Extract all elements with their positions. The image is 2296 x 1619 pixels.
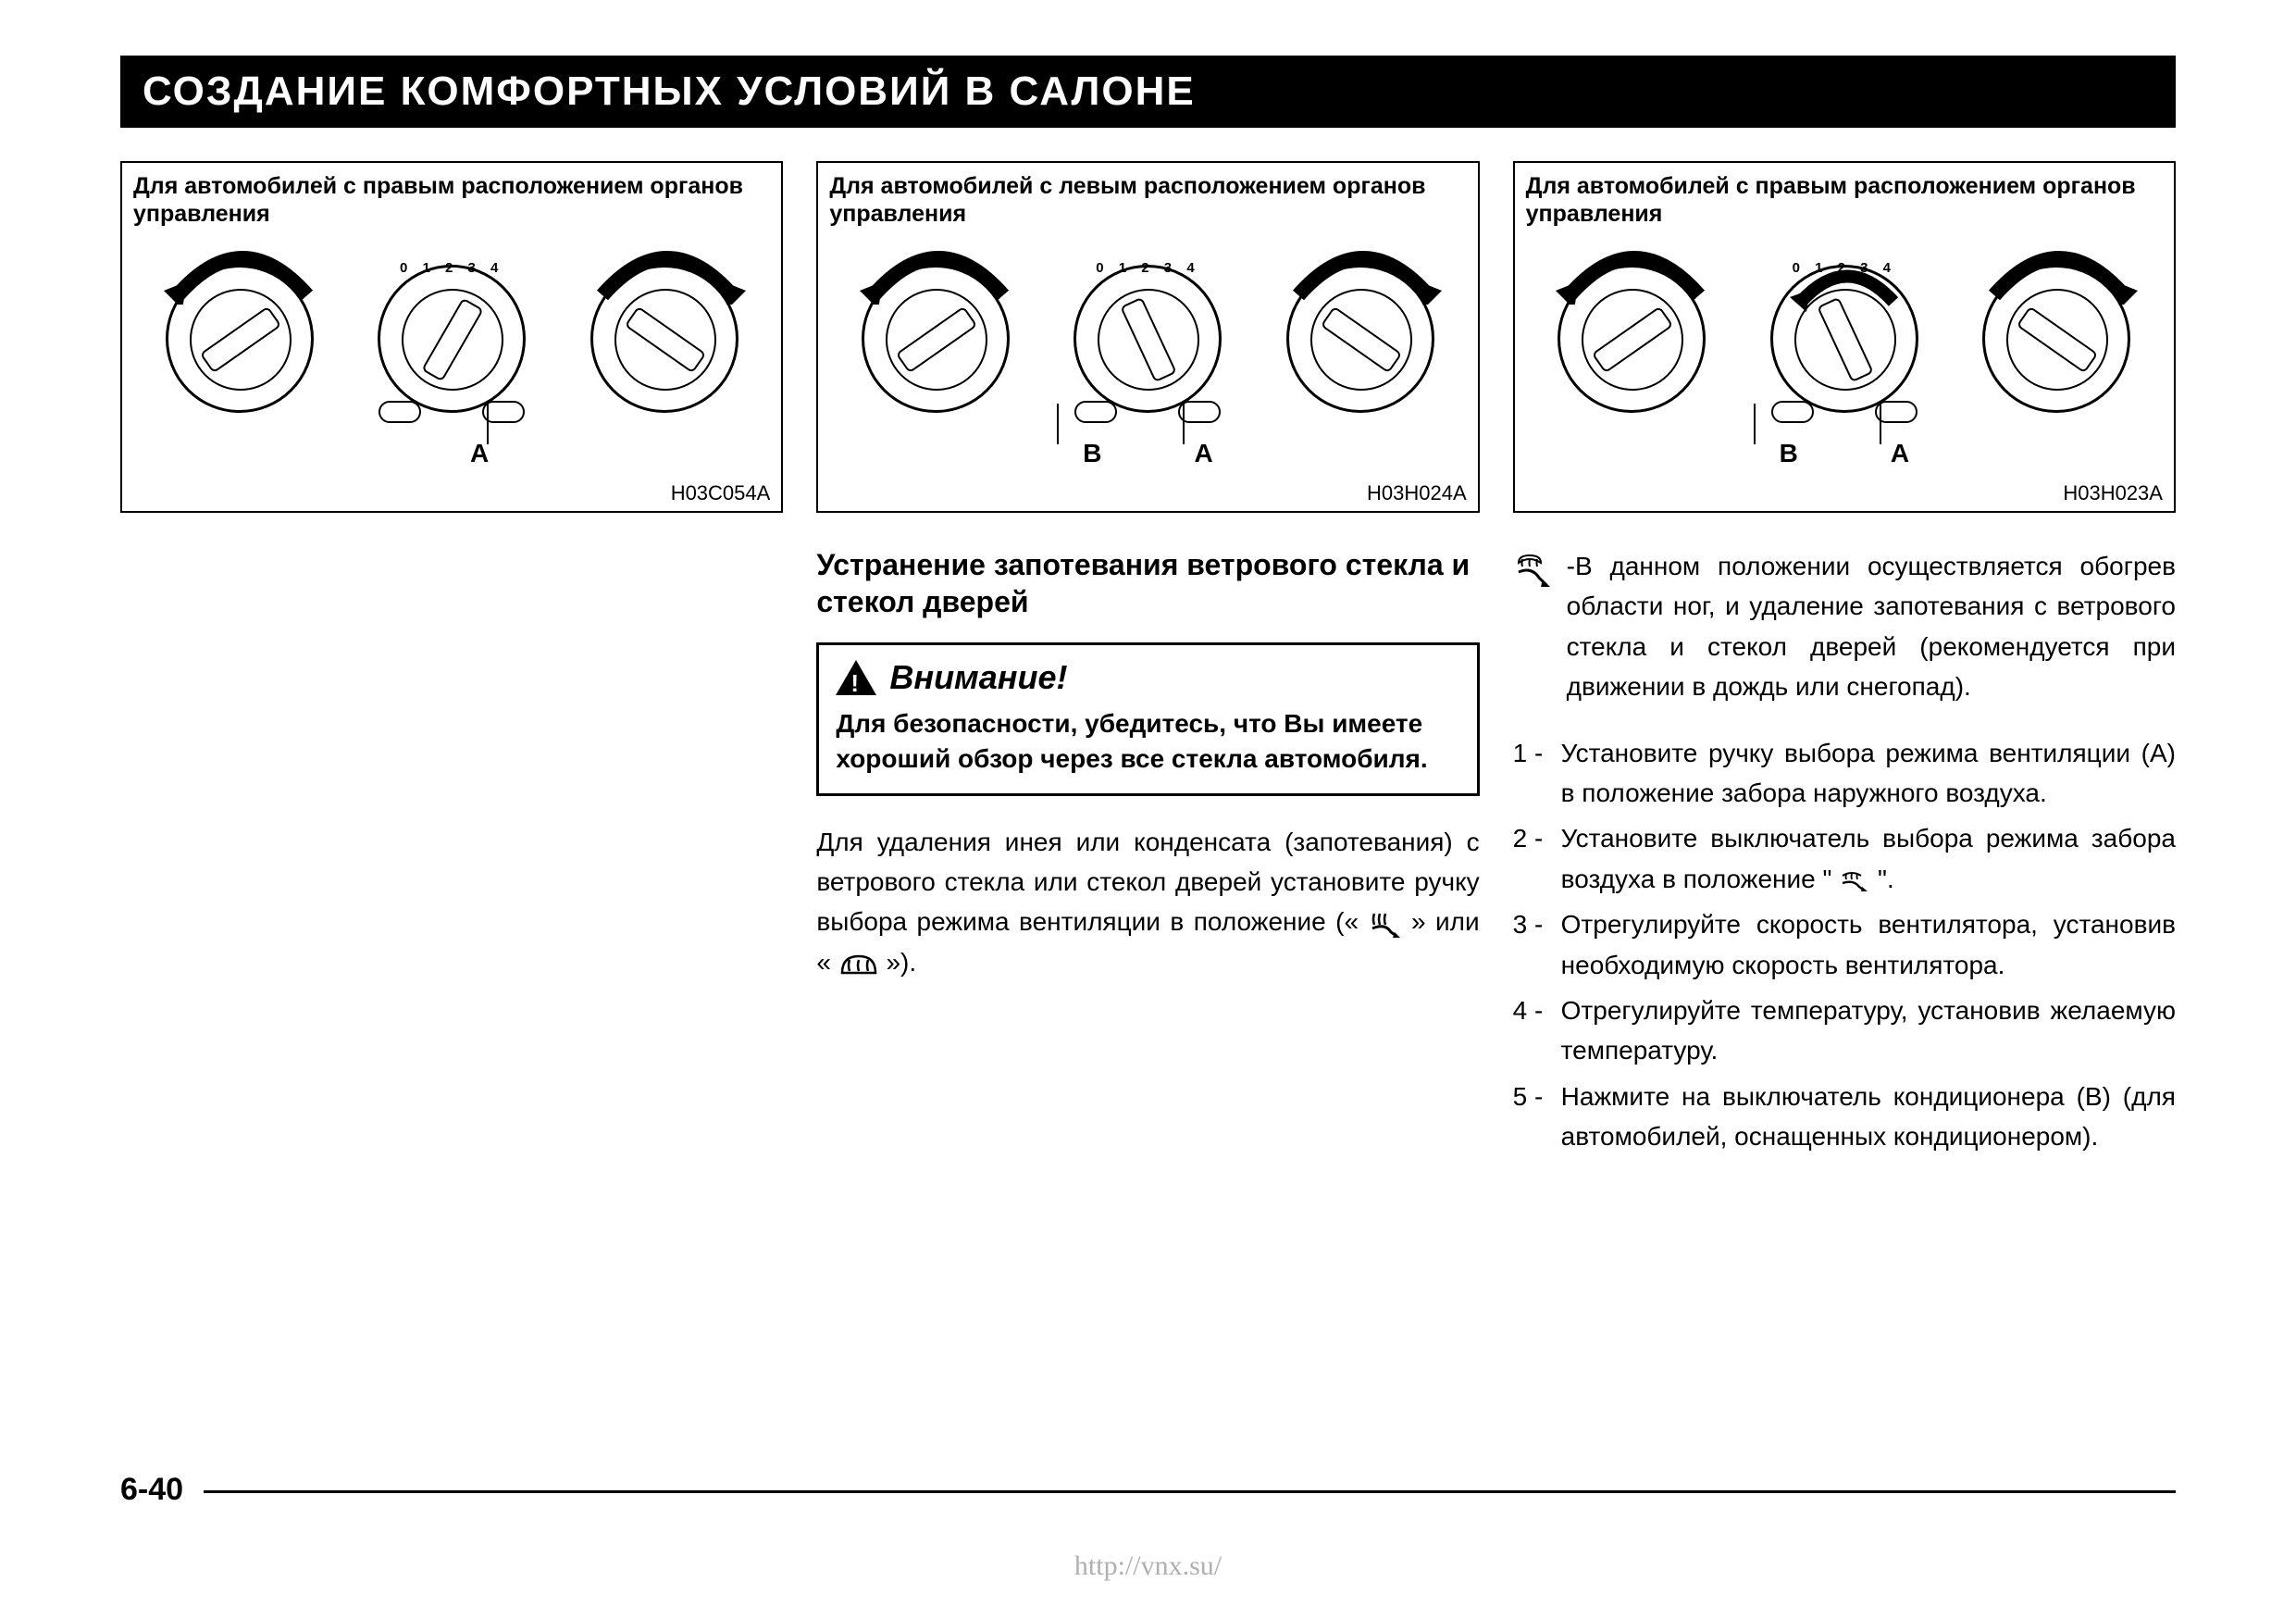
fan-speed-numbers: 0 1 2 3 4 — [1076, 260, 1219, 276]
warning-triangle-icon — [836, 660, 876, 695]
instruction-list: 1 -Установите ручку выбора режима вентил… — [1513, 733, 2176, 1163]
figure-3: Для автомобилей с правым расположением о… — [1513, 161, 2176, 513]
figure-3-caption: Для автомобилей с правым расположением о… — [1526, 172, 2163, 228]
dial-panel-3: 0 1 2 3 4 — [1526, 246, 2163, 431]
list-item: 1 -Установите ручку выбора режима вентил… — [1513, 733, 2176, 814]
list-item: 5 -Нажмите на выключатель кондиционера (… — [1513, 1077, 2176, 1157]
mode-dial — [1558, 265, 1706, 413]
page-title: СОЗДАНИЕ КОМФОРТНЫХ УСЛОВИЙ В САЛОНЕ — [143, 68, 1196, 114]
ac-button — [482, 401, 525, 423]
figure-3-label-b: B — [1780, 439, 1798, 468]
item-text: Установите ручку выбора режима вентиляци… — [1561, 733, 2176, 814]
push-button — [1074, 401, 1117, 423]
section-heading: Устранение запотевания ветрового стекла … — [816, 546, 1479, 620]
foot-defrost-icon — [1369, 910, 1402, 938]
page-rule — [204, 1490, 2176, 1493]
item-number: 3 - — [1513, 904, 1561, 985]
dial-panel-2: 0 1 2 3 4 — [829, 246, 1466, 431]
figure-2-label-b: B — [1083, 439, 1101, 468]
watermark: http://vnx.su/ — [0, 1551, 2296, 1582]
warning-title: Внимание! — [889, 658, 1067, 697]
foot-defrost-icon — [1513, 552, 1554, 589]
warning-body: Для безопасности, убедитесь, что Вы имее… — [836, 706, 1459, 777]
figure-3-label-a: A — [1891, 439, 1909, 468]
pointer-line — [1057, 404, 1059, 444]
temp-dial — [590, 265, 738, 413]
push-button — [379, 401, 421, 423]
paragraph-1: Для удаления инея или конденсата (запоте… — [816, 822, 1479, 983]
item-number: 2 - — [1513, 818, 1561, 899]
column-3: Для автомобилей с правым расположением о… — [1513, 161, 2176, 1162]
warning-box: Внимание! Для безопасности, убедитесь, ч… — [816, 642, 1479, 796]
fan-dial: 0 1 2 3 4 — [1074, 265, 1222, 413]
defrost-icon — [838, 951, 879, 977]
fan-speed-numbers: 0 1 2 3 4 — [380, 260, 523, 276]
ac-button — [1875, 401, 1917, 423]
figure-2-caption: Для автомобилей с левым расположением ор… — [829, 172, 1466, 228]
figure-2-code: H03H024A — [1367, 481, 1467, 505]
push-button — [1771, 401, 1814, 423]
mode-dial — [166, 265, 314, 413]
item-text: Отрегулируйте температуру, установив жел… — [1561, 990, 2176, 1071]
pointer-line — [1183, 404, 1185, 444]
figure-1-code: H03C054A — [671, 481, 771, 505]
icon-paragraph: -В данном положении осуществляется обогр… — [1513, 546, 2176, 707]
mode-dial — [862, 265, 1010, 413]
temp-dial — [1982, 265, 2130, 413]
fan-dial: 0 1 2 3 4 — [1770, 265, 1918, 413]
figure-1-caption: Для автомобилей с правым расположением о… — [133, 172, 770, 228]
item-number: 4 - — [1513, 990, 1561, 1071]
item-text: Установите выключатель выбора режима заб… — [1561, 818, 2176, 899]
page-title-bar: СОЗДАНИЕ КОМФОРТНЫХ УСЛОВИЙ В САЛОНЕ — [120, 56, 2176, 128]
figure-2-label-a: A — [1194, 439, 1212, 468]
figure-1-label-a: A — [189, 439, 770, 468]
list-item: 4 -Отрегулируйте температуру, установив … — [1513, 990, 2176, 1071]
figure-1: Для автомобилей с правым расположением о… — [120, 161, 783, 513]
column-2: Для автомобилей с левым расположением ор… — [816, 161, 1479, 1162]
page-number: 6-40 — [120, 1472, 183, 1508]
three-column-layout: Для автомобилей с правым расположением о… — [120, 161, 2176, 1162]
temp-dial — [1286, 265, 1434, 413]
icon-paragraph-text: -В данном положении осуществляется обогр… — [1567, 546, 2176, 707]
list-item: 2 - Установите выключатель выбора режима… — [1513, 818, 2176, 899]
item-text: Отрегулируйте скорость вентилятора, уста… — [1561, 904, 2176, 985]
figure-2: Для автомобилей с левым расположением ор… — [816, 161, 1479, 513]
pointer-line — [487, 404, 489, 444]
column-1: Для автомобилей с правым расположением о… — [120, 161, 783, 1162]
item-text: Нажмите на выключатель кондиционера (В) … — [1561, 1077, 2176, 1157]
figure-3-code: H03H023A — [2063, 481, 2163, 505]
list-item: 3 -Отрегулируйте скорость вентилятора, у… — [1513, 904, 2176, 985]
ac-button — [1178, 401, 1221, 423]
foot-defrost-icon — [1839, 868, 1870, 892]
dial-panel-1: 0 1 2 3 4 — [133, 246, 770, 431]
fan-dial: 0 1 2 3 4 — [378, 265, 526, 413]
warning-title-row: Внимание! — [836, 658, 1459, 697]
pointer-line — [1880, 404, 1881, 444]
item-number: 1 - — [1513, 733, 1561, 814]
para1-part3: »). — [886, 948, 916, 977]
item-number: 5 - — [1513, 1077, 1561, 1157]
pointer-line — [1754, 404, 1756, 444]
item-2-part2: ". — [1878, 865, 1894, 893]
